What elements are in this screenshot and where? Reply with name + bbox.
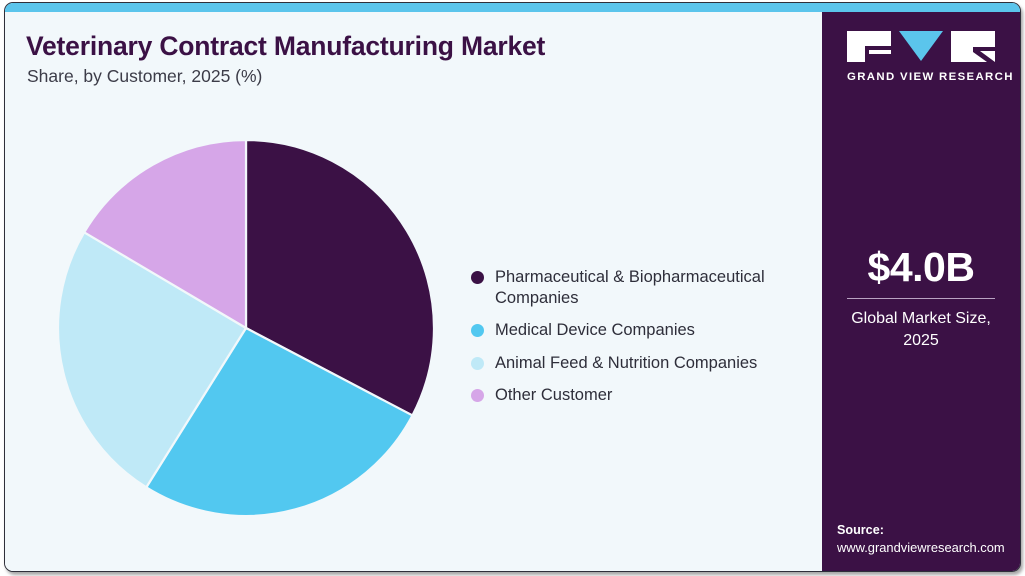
chart-content-area: Veterinary Contract Manufacturing Market… [5,12,822,571]
market-size-stat: $4.0B Global Market Size, 2025 [822,244,1020,352]
page-subtitle: Share, by Customer, 2025 (%) [27,66,263,86]
legend-item-label: Medical Device Companies [495,321,695,339]
legend-color-swatch-icon [471,389,484,402]
chart-legend: Pharmaceutical & Biopharmaceutical Compa… [471,267,801,418]
infographic-card: Veterinary Contract Manufacturing Market… [4,2,1021,572]
source-url[interactable]: www.grandviewresearch.com [837,540,1005,555]
top-accent-bar [5,3,1020,12]
pie-slice[interactable] [56,230,248,489]
pie-chart [55,137,437,519]
page-title: Veterinary Contract Manufacturing Market [26,31,546,61]
legend-item[interactable]: Pharmaceutical & Biopharmaceutical Compa… [471,267,801,308]
legend-item-label: Other Customer [495,386,613,404]
pie-slice[interactable] [244,138,436,417]
legend-item[interactable]: Animal Feed & Nutrition Companies [471,353,801,374]
stat-divider [847,298,995,299]
legend-color-swatch-icon [471,356,484,370]
legend-item[interactable]: Medical Device Companies [471,320,801,341]
pie-chart-svg [56,138,436,518]
grand-view-research-logo: GRAND VIEW RESEARCH [847,31,1014,83]
legend-color-swatch-icon [471,271,484,284]
gvr-logo-mark-icon [847,31,995,62]
pie-slice[interactable] [144,326,414,518]
side-panel: GRAND VIEW RESEARCH $4.0B Global Market … [822,12,1020,571]
pie-slice[interactable] [82,138,248,330]
market-size-value: $4.0B [867,244,975,290]
source-block: Source: www.grandviewresearch.com [837,522,1017,556]
triangle-v-icon [899,31,943,61]
legend-color-swatch-icon [471,324,484,337]
legend-item-label: Animal Feed & Nutrition Companies [495,353,758,372]
legend-item[interactable]: Other Customer [471,385,801,406]
logo-wordmark: GRAND VIEW RESEARCH [847,71,1014,83]
source-label: Source: [837,523,884,537]
legend-item-label: Pharmaceutical & Biopharmaceutical Compa… [495,268,765,307]
market-size-caption: Global Market Size, 2025 [851,310,991,349]
